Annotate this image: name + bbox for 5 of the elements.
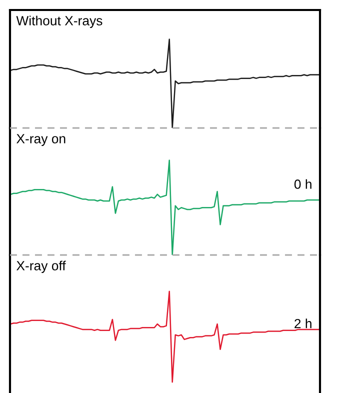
- annotation: 0 h: [294, 179, 312, 189]
- annotation: 2 h: [294, 318, 312, 328]
- chart-title: X-ray off: [16, 260, 66, 273]
- chart-title: X-ray on: [16, 134, 66, 146]
- chart-title: Without X-rays: [16, 16, 102, 28]
